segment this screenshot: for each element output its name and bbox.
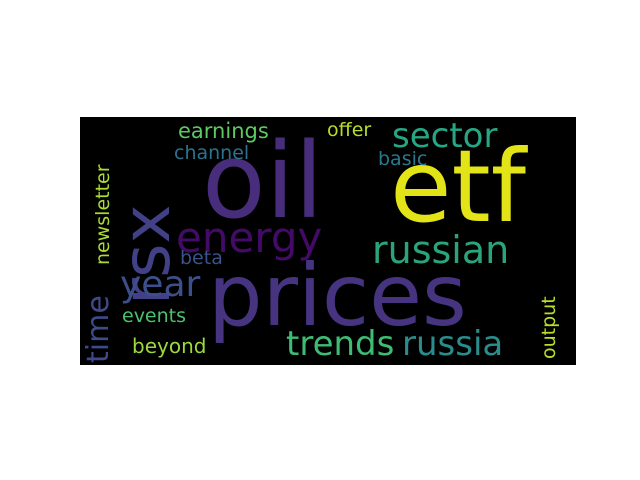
word-basic: basic [378,148,428,170]
word-earnings: earnings [178,119,269,143]
word-russian: russian [372,228,510,272]
word-newsletter: newsletter [92,164,114,265]
word-output: output [538,296,560,359]
word-time: time [81,295,116,363]
word-beta: beta [180,247,223,269]
word-cloud-panel: oil etf prices rsx energy russian sector… [80,117,576,365]
word-events: events [122,305,187,327]
word-trends: trends [286,324,395,364]
word-offer: offer [327,119,372,141]
word-beyond: beyond [132,334,207,358]
word-energy: energy [176,213,323,262]
word-channel: channel [174,142,250,164]
word-year: year [120,264,201,305]
word-sector: sector [392,117,498,156]
word-etf: etf [390,128,526,245]
word-oil: oil [202,120,324,242]
word-russia: russia [402,324,504,364]
word-prices: prices [208,246,467,346]
